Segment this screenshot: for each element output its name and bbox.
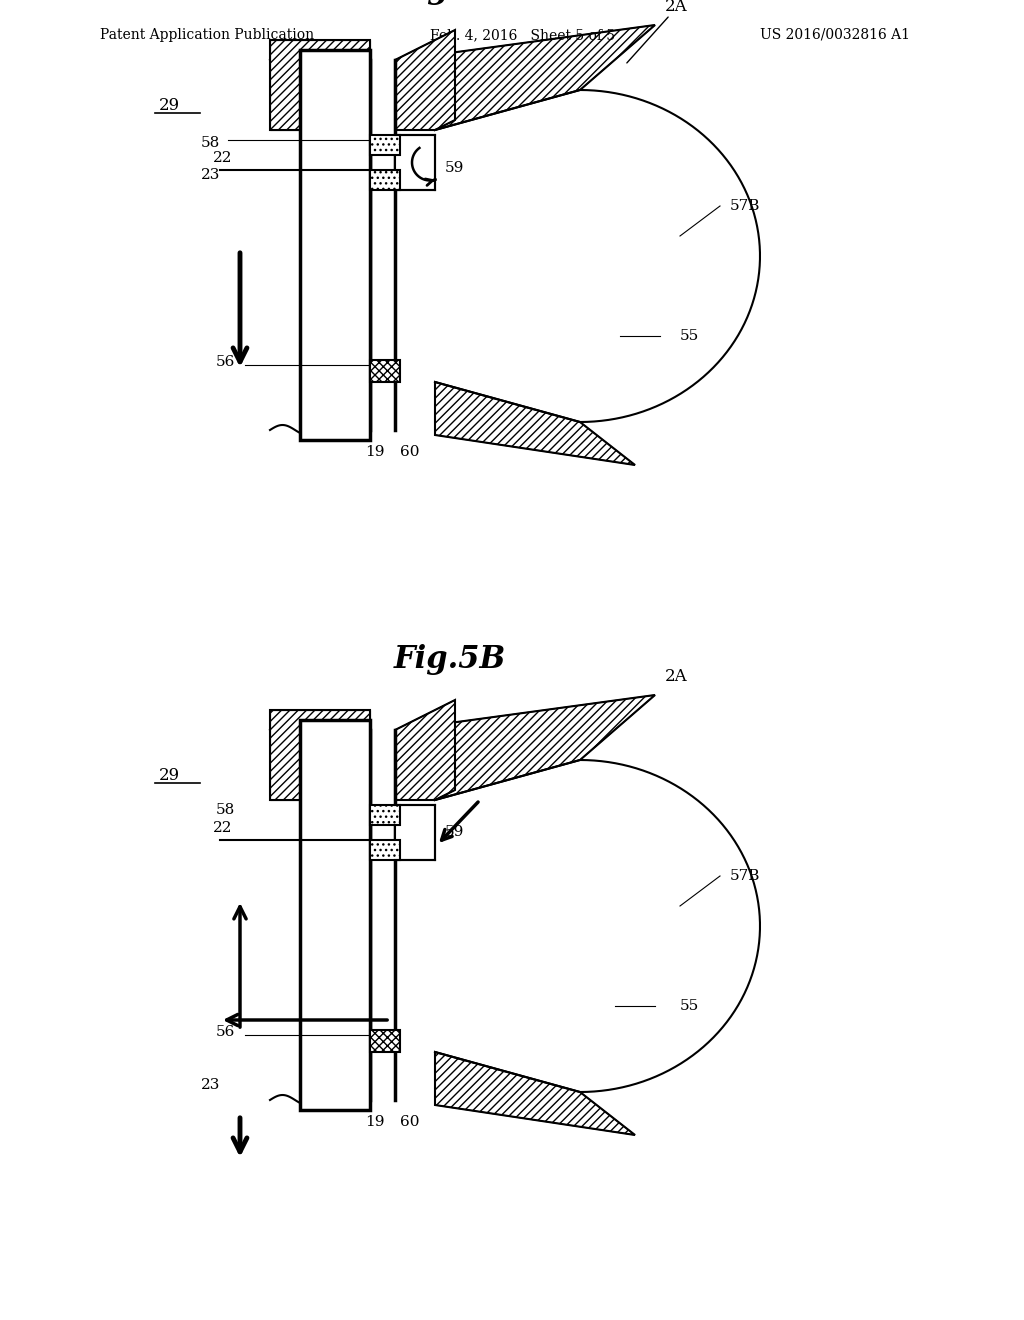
Text: 2A: 2A [665,668,688,685]
Text: 59: 59 [445,825,464,840]
Bar [370,805,400,825]
Bar [270,710,370,800]
Polygon shape [435,1052,635,1135]
Text: 29: 29 [159,767,180,784]
Bar [370,1030,400,1052]
Text: 19: 19 [366,445,385,459]
Bar [395,135,435,190]
Text: 23: 23 [201,168,220,182]
Bar [370,360,400,381]
Polygon shape [395,700,455,800]
Bar [370,840,400,861]
Bar [370,135,400,154]
Text: 58: 58 [216,803,234,817]
Polygon shape [395,30,455,129]
Bar [300,50,370,440]
Text: 22: 22 [213,150,232,165]
Polygon shape [435,696,655,800]
Text: Patent Application Publication: Patent Application Publication [100,28,314,42]
Bar [395,805,435,861]
Text: 58: 58 [201,136,220,150]
Text: 57B: 57B [730,869,761,883]
Text: 22: 22 [213,821,232,836]
Bar [270,40,370,129]
Bar [370,840,400,861]
Text: 55: 55 [680,329,699,343]
Text: 23: 23 [201,1078,220,1092]
Bar [370,1030,400,1052]
Text: Fig.5B: Fig.5B [394,644,506,675]
Text: 29: 29 [159,96,180,114]
Bar [270,40,370,129]
Text: Feb. 4, 2016   Sheet 5 of 5: Feb. 4, 2016 Sheet 5 of 5 [430,28,615,42]
Bar [370,170,400,190]
Text: 56: 56 [216,355,234,370]
Text: 59: 59 [445,161,464,174]
Bar [370,170,400,190]
Text: 60: 60 [400,1115,420,1129]
Text: 56: 56 [216,1026,234,1039]
Text: 60: 60 [400,445,420,459]
Text: US 2016/0032816 A1: US 2016/0032816 A1 [760,28,910,42]
Bar [370,135,400,154]
Bar [370,805,400,825]
Bar [270,710,370,800]
Text: 55: 55 [680,999,699,1012]
Polygon shape [435,90,760,422]
Bar [370,360,400,381]
Text: 57B: 57B [730,199,761,213]
Bar [300,719,370,1110]
Text: 19: 19 [366,1115,385,1129]
Polygon shape [435,25,655,129]
Text: Fig.5A: Fig.5A [395,0,505,5]
Text: 2A: 2A [665,0,688,15]
Polygon shape [435,381,635,465]
Polygon shape [435,760,760,1092]
